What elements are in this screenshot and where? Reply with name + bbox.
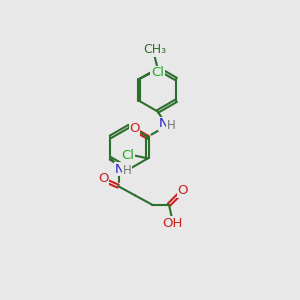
Text: OH: OH <box>162 217 182 230</box>
Text: O: O <box>129 122 140 135</box>
Text: CH₃: CH₃ <box>143 44 166 56</box>
Text: N: N <box>115 163 124 176</box>
Text: H: H <box>123 164 132 177</box>
Text: N: N <box>159 117 169 130</box>
Text: O: O <box>98 172 109 185</box>
Text: O: O <box>178 184 188 197</box>
Text: Cl: Cl <box>151 67 164 80</box>
Text: H: H <box>167 119 176 132</box>
Text: Cl: Cl <box>121 149 134 162</box>
